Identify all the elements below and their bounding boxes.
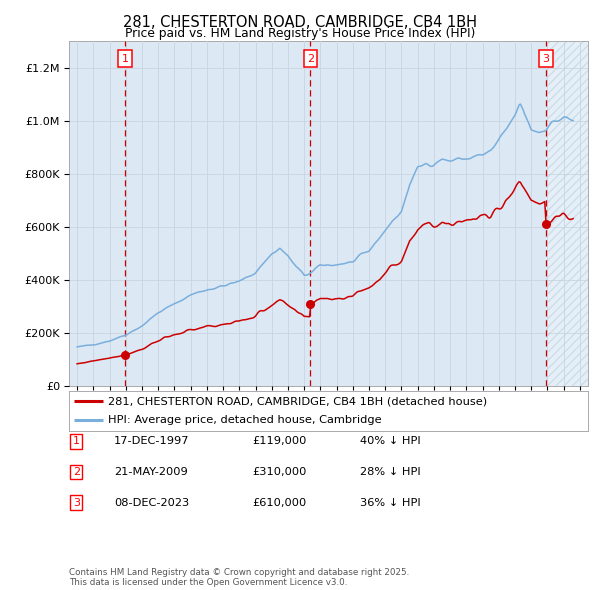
Text: Price paid vs. HM Land Registry's House Price Index (HPI): Price paid vs. HM Land Registry's House … xyxy=(125,27,475,40)
Bar xyxy=(546,41,588,386)
Text: 08-DEC-2023: 08-DEC-2023 xyxy=(114,498,189,507)
Text: Contains HM Land Registry data © Crown copyright and database right 2025.
This d: Contains HM Land Registry data © Crown c… xyxy=(69,568,409,587)
Bar xyxy=(546,41,588,386)
Text: £119,000: £119,000 xyxy=(252,437,307,446)
Text: £610,000: £610,000 xyxy=(252,498,306,507)
Text: 28% ↓ HPI: 28% ↓ HPI xyxy=(360,467,421,477)
Text: 17-DEC-1997: 17-DEC-1997 xyxy=(114,437,190,446)
Text: 1: 1 xyxy=(122,54,128,64)
Text: 281, CHESTERTON ROAD, CAMBRIDGE, CB4 1BH: 281, CHESTERTON ROAD, CAMBRIDGE, CB4 1BH xyxy=(123,15,477,30)
Text: 2: 2 xyxy=(307,54,314,64)
Text: 3: 3 xyxy=(542,54,550,64)
Text: £310,000: £310,000 xyxy=(252,467,307,477)
Text: HPI: Average price, detached house, Cambridge: HPI: Average price, detached house, Camb… xyxy=(108,415,382,425)
Text: 36% ↓ HPI: 36% ↓ HPI xyxy=(360,498,421,507)
Text: 40% ↓ HPI: 40% ↓ HPI xyxy=(360,437,421,446)
Text: 1: 1 xyxy=(73,437,80,446)
Text: 2: 2 xyxy=(73,467,80,477)
Text: 3: 3 xyxy=(73,498,80,507)
Text: 21-MAY-2009: 21-MAY-2009 xyxy=(114,467,188,477)
Text: 281, CHESTERTON ROAD, CAMBRIDGE, CB4 1BH (detached house): 281, CHESTERTON ROAD, CAMBRIDGE, CB4 1BH… xyxy=(108,396,487,407)
